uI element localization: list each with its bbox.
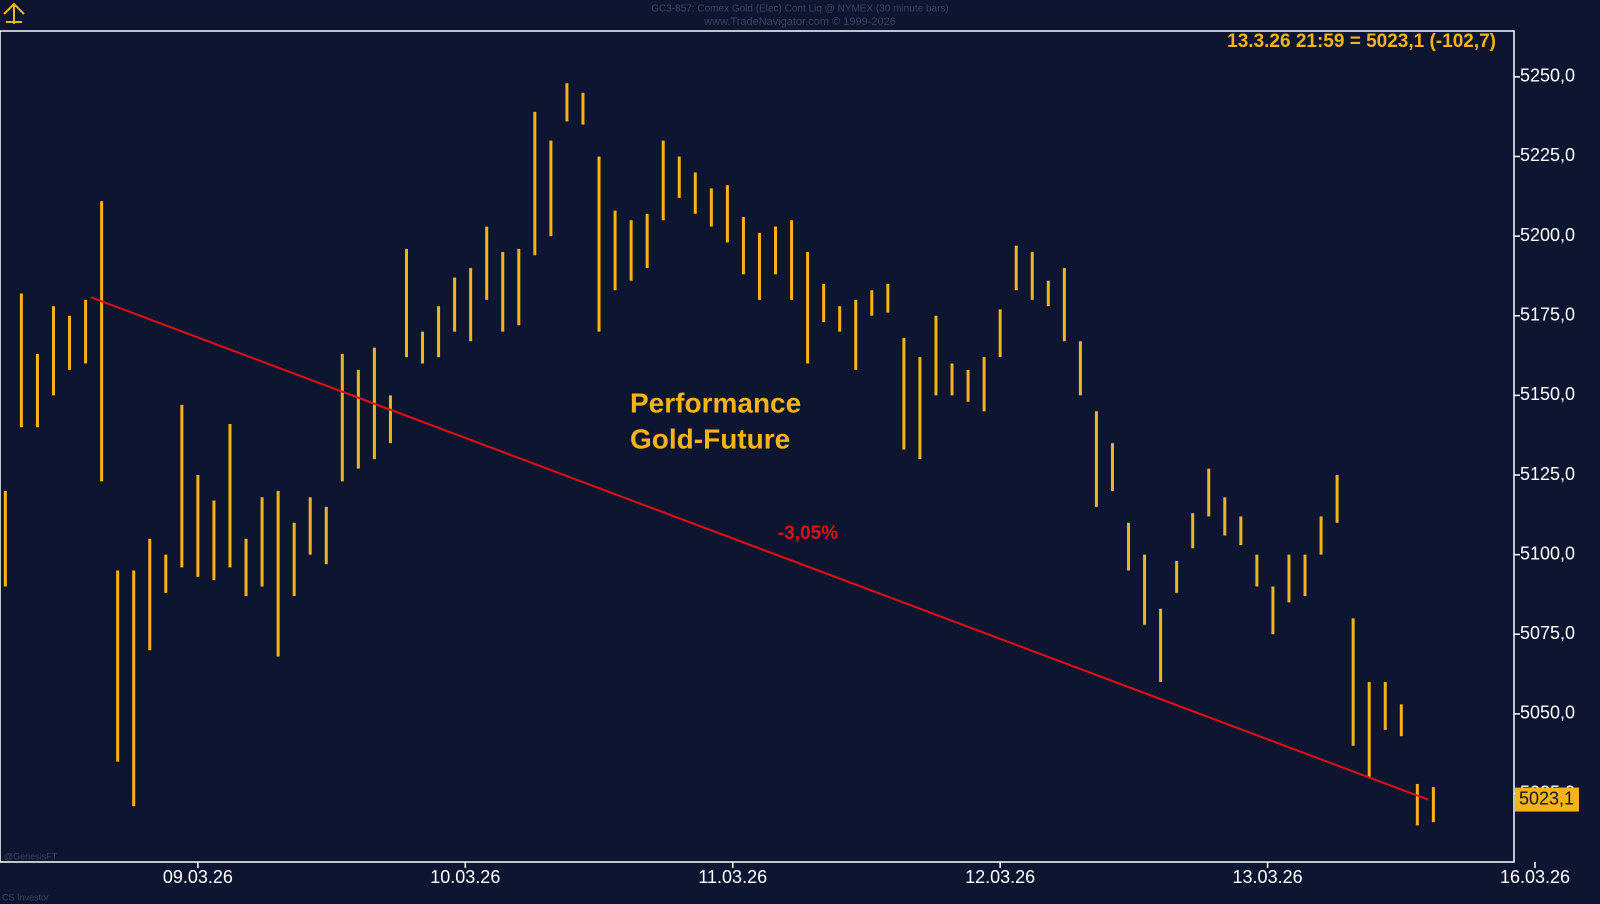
trend-label: -3,05% (778, 523, 838, 544)
footer: @GenesisFT (4, 851, 58, 861)
logo (3, 2, 25, 24)
y-tick-label: 5050,0 (1520, 703, 1575, 723)
header: www.TradeNavigator.com © 1999-2026 (703, 16, 896, 28)
plot-frame (0, 30, 1515, 863)
y-tick-label: 5150,0 (1520, 384, 1575, 404)
x-tick-label: 13.03.26 (1233, 867, 1303, 887)
trendline (90, 296, 1429, 801)
annotation: Performance (630, 387, 801, 418)
x-tick-label: 12.03.26 (965, 867, 1035, 887)
y-tick-label: 5125,0 (1520, 464, 1575, 484)
y-tick-label: 5225,0 (1520, 145, 1575, 165)
last-price-box (1515, 787, 1579, 812)
y-tick-label: 5250,0 (1520, 66, 1575, 86)
quote: 13.3.26 21:59 = 5023,1 (-102,7) (1227, 31, 1496, 52)
y-tick-label: 5100,0 (1520, 543, 1575, 563)
annotation: Gold-Future (630, 423, 790, 454)
x-tick-label: 09.03.26 (163, 867, 233, 887)
x-tick-label: 16.03.26 (1500, 867, 1570, 887)
y-tick-label: 5075,0 (1520, 623, 1575, 643)
x-tick-label: 11.03.26 (698, 867, 767, 887)
y-tick-label: 5200,0 (1520, 225, 1575, 245)
y-tick-label: 5175,0 (1520, 305, 1575, 325)
header: GC3-857: Comex Gold (Elec) Cont Liq @ NY… (651, 4, 948, 15)
last-price-label: 5023,1 (1519, 788, 1574, 808)
footer: CS Investor (2, 892, 49, 902)
x-tick-label: 10.03.26 (430, 867, 500, 887)
